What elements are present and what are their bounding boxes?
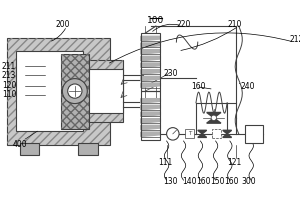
Text: 212: 212 <box>290 35 300 44</box>
Text: 213: 213 <box>2 71 16 80</box>
Bar <box>83 60 123 122</box>
Polygon shape <box>141 83 160 88</box>
Text: 120: 120 <box>2 81 16 90</box>
Text: 160: 160 <box>196 177 211 186</box>
Text: 300: 300 <box>242 177 256 186</box>
Text: 200: 200 <box>55 20 70 29</box>
Circle shape <box>62 79 87 104</box>
Text: 110: 110 <box>2 90 16 99</box>
Text: 210: 210 <box>227 20 242 29</box>
Text: 230: 230 <box>163 69 178 78</box>
Polygon shape <box>207 118 221 123</box>
Bar <box>145 91 156 98</box>
Text: 140: 140 <box>182 177 196 186</box>
Polygon shape <box>198 130 207 134</box>
Polygon shape <box>141 76 160 81</box>
Bar <box>83 69 123 113</box>
Polygon shape <box>198 134 207 137</box>
Polygon shape <box>141 132 160 137</box>
Bar <box>61 54 89 129</box>
Circle shape <box>68 84 82 98</box>
Text: 121: 121 <box>227 158 242 167</box>
Text: 130: 130 <box>163 177 178 186</box>
Polygon shape <box>141 112 160 116</box>
Circle shape <box>211 115 217 120</box>
Bar <box>78 143 98 155</box>
Bar <box>7 38 110 145</box>
Text: 160: 160 <box>191 82 206 91</box>
Bar <box>141 91 160 140</box>
Polygon shape <box>141 43 160 47</box>
Bar <box>7 38 110 145</box>
Text: 220: 220 <box>176 20 191 29</box>
Polygon shape <box>141 99 160 103</box>
Polygon shape <box>141 70 160 74</box>
Bar <box>83 60 123 122</box>
Bar <box>61 54 89 129</box>
Polygon shape <box>223 134 232 137</box>
Text: T: T <box>188 131 191 136</box>
Text: 160: 160 <box>224 177 239 186</box>
Bar <box>245 125 263 143</box>
Polygon shape <box>141 105 160 110</box>
Polygon shape <box>207 112 221 118</box>
Text: 400: 400 <box>13 140 27 149</box>
Bar <box>20 143 39 155</box>
Polygon shape <box>141 63 160 67</box>
Text: 100: 100 <box>147 16 164 25</box>
Polygon shape <box>141 36 160 41</box>
Bar <box>16 51 83 131</box>
Circle shape <box>167 128 179 140</box>
Polygon shape <box>141 50 160 54</box>
Polygon shape <box>141 125 160 130</box>
Polygon shape <box>223 130 232 134</box>
Bar <box>185 129 194 138</box>
Polygon shape <box>141 56 160 61</box>
Text: 240: 240 <box>241 82 255 91</box>
Bar <box>212 129 221 138</box>
Polygon shape <box>141 119 160 123</box>
Text: 211: 211 <box>2 62 16 71</box>
Bar <box>141 33 160 91</box>
Text: 150: 150 <box>210 177 225 186</box>
Text: 111: 111 <box>159 158 173 167</box>
